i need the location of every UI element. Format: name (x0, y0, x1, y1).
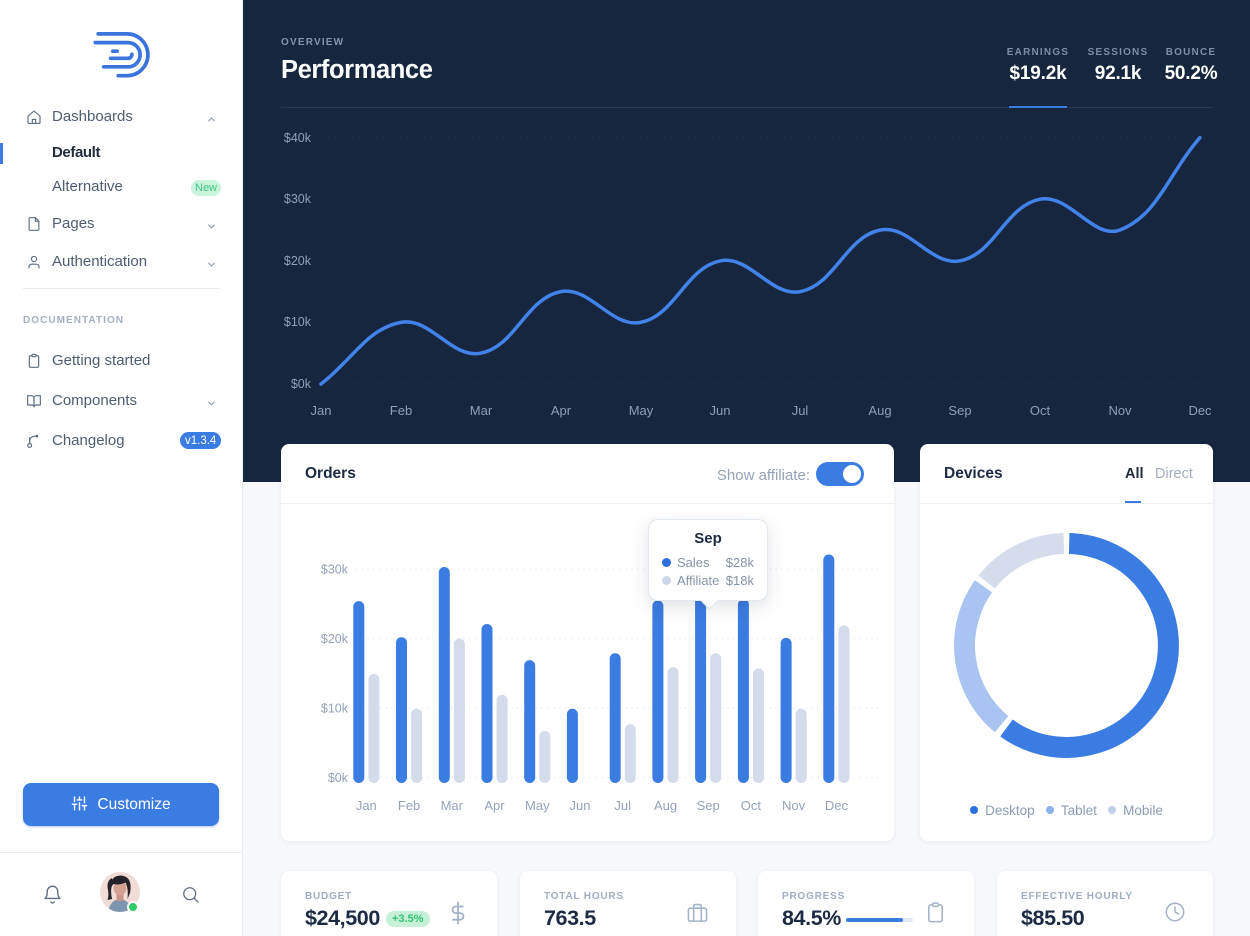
svg-text:Feb: Feb (398, 798, 420, 813)
svg-text:Dec: Dec (825, 798, 849, 813)
svg-text:Oct: Oct (1030, 403, 1051, 418)
svg-text:Sep: Sep (948, 403, 971, 418)
svg-text:$0k: $0k (291, 377, 312, 391)
svg-text:Jul: Jul (792, 403, 809, 418)
svg-text:Apr: Apr (484, 798, 505, 813)
svg-text:Mar: Mar (441, 798, 464, 813)
svg-text:Jan: Jan (356, 798, 377, 813)
svg-text:Jun: Jun (710, 403, 731, 418)
svg-text:$40k: $40k (284, 131, 312, 145)
svg-text:Dec: Dec (1188, 403, 1212, 418)
svg-text:Mar: Mar (470, 403, 493, 418)
svg-text:May: May (629, 403, 654, 418)
svg-text:$10k: $10k (321, 702, 349, 716)
svg-text:Apr: Apr (551, 403, 572, 418)
svg-text:$20k: $20k (284, 254, 312, 268)
svg-text:$30k: $30k (321, 563, 349, 577)
svg-text:$0k: $0k (328, 771, 349, 785)
svg-text:Jan: Jan (311, 403, 332, 418)
svg-text:Aug: Aug (654, 798, 677, 813)
svg-text:Jun: Jun (570, 798, 591, 813)
svg-text:Nov: Nov (1108, 403, 1132, 418)
svg-text:$30k: $30k (284, 192, 312, 206)
svg-text:Jul: Jul (614, 798, 631, 813)
svg-text:Aug: Aug (868, 403, 891, 418)
svg-text:Nov: Nov (782, 798, 806, 813)
svg-text:$10k: $10k (284, 315, 312, 329)
svg-text:$20k: $20k (321, 632, 349, 646)
svg-text:Oct: Oct (741, 798, 762, 813)
svg-text:May: May (525, 798, 550, 813)
svg-text:Feb: Feb (390, 403, 412, 418)
svg-text:Sep: Sep (697, 798, 720, 813)
